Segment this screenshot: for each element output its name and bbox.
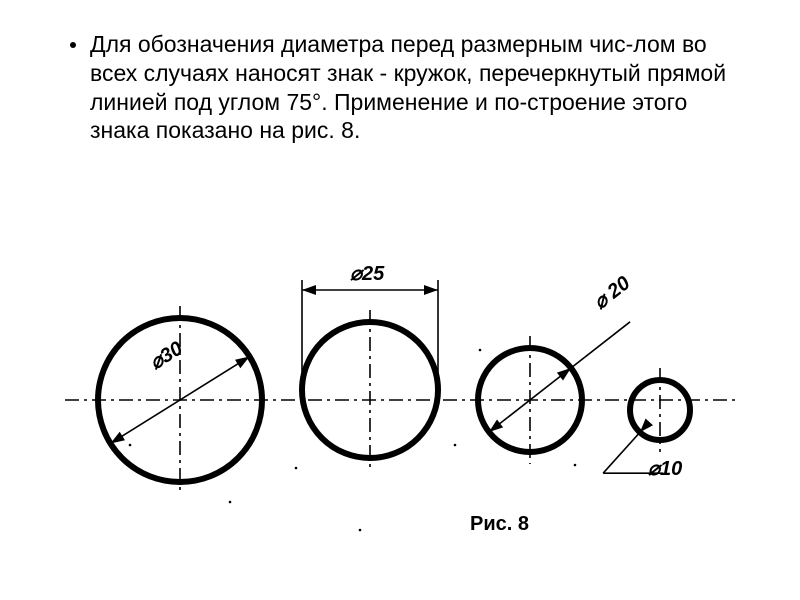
svg-text:Рис. 8: Рис. 8 (470, 513, 529, 535)
bullet-block: Для обозначения диаметра перед размерным… (70, 30, 750, 145)
bullet-dot (70, 42, 76, 48)
svg-text:⌀25: ⌀25 (350, 263, 385, 285)
figure-diagram: ⌀30⌀25⌀ 20⌀10Рис. 8 (60, 230, 740, 560)
svg-text:⌀10: ⌀10 (648, 458, 682, 480)
bullet-text: Для обозначения диаметра перед размерным… (90, 30, 750, 145)
svg-text:⌀ 20: ⌀ 20 (590, 272, 635, 314)
